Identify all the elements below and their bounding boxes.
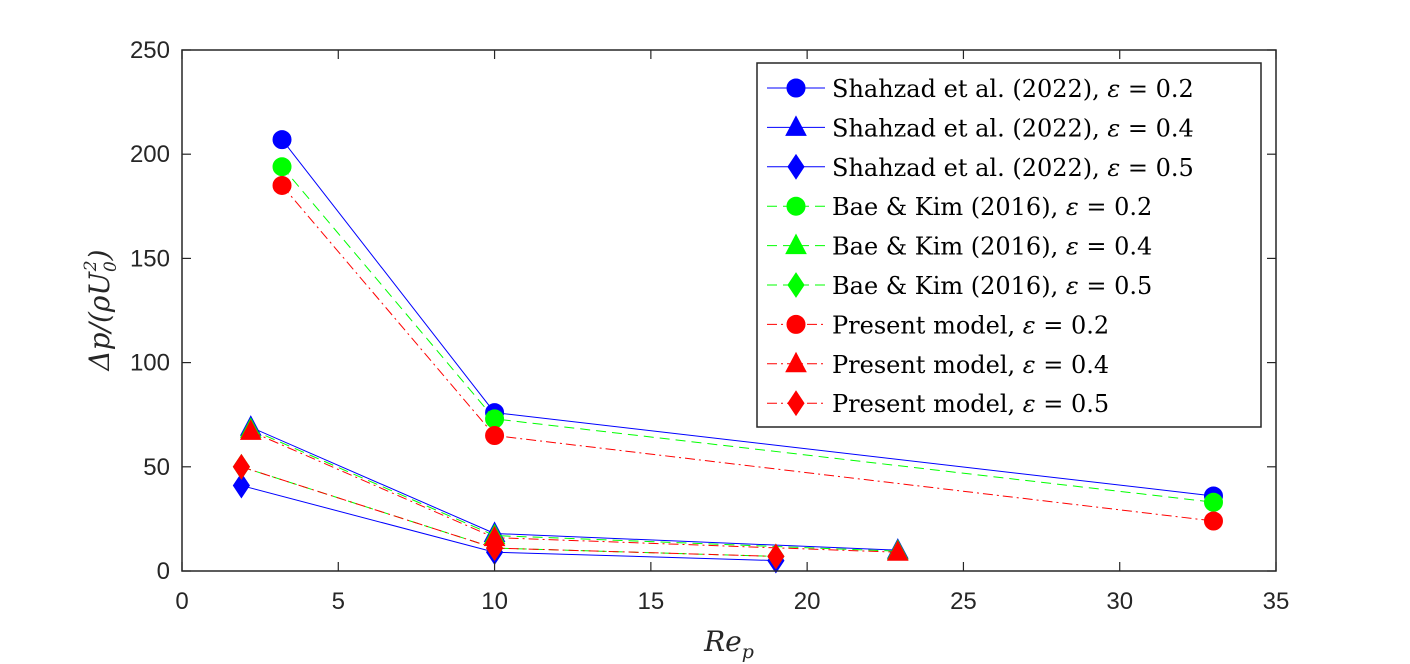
data-point: [272, 175, 292, 195]
x-tick-label: 15: [638, 588, 665, 615]
legend-marker: [785, 351, 807, 373]
series-3: [272, 157, 1223, 512]
legend-eps-value: 0.2: [1156, 75, 1194, 103]
x-tick-label: 5: [332, 588, 345, 615]
ticks-layer: 0 5 10 15 20 25 30 35 0 50 100 150 200 250: [130, 37, 1289, 615]
data-point: [485, 409, 505, 429]
legend-epsilon: ε =: [1023, 390, 1071, 418]
y-tick-label: 50: [143, 454, 170, 481]
y-axis-title-tail: ): [83, 249, 116, 261]
legend-marker: [786, 78, 806, 98]
legend-marker: [787, 272, 805, 298]
legend-label: Present model, ε = 0.2: [832, 311, 1109, 339]
legend-eps-value: 0.5: [1114, 272, 1152, 300]
legend-entry-5: Bae & Kim (2016), ε = 0.5: [767, 272, 1152, 300]
legend-label-text: Bae & Kim (2016),: [832, 233, 1066, 261]
legend-entry-1: Shahzad et al. (2022), ε = 0.4: [767, 114, 1194, 142]
legend-eps-value: 0.5: [1156, 154, 1194, 182]
legend-marker: [785, 233, 807, 255]
y-tick-label: 150: [130, 245, 170, 272]
legend-box: [756, 62, 1262, 428]
x-tick-label: 20: [794, 588, 821, 615]
legend-epsilon: ε =: [1066, 233, 1114, 261]
data-point: [485, 535, 504, 561]
legend-eps-value: 0.4: [1114, 233, 1152, 261]
series-6: [272, 175, 1223, 531]
legend-entry-4: Bae & Kim (2016), ε = 0.4: [767, 233, 1152, 261]
legend-marker: [786, 314, 806, 334]
x-tick-label: 10: [481, 588, 508, 615]
data-point: [886, 540, 909, 561]
y-axis-title-sub: 0: [101, 261, 121, 272]
legend-epsilon: ε =: [1107, 154, 1155, 182]
legend-label: Present model, ε = 0.4: [832, 351, 1109, 379]
x-tick-label: 0: [175, 588, 188, 615]
legend-eps-value: 0.5: [1071, 390, 1109, 418]
data-point: [1203, 492, 1223, 512]
y-axis-title-sup: 2: [81, 260, 101, 272]
legend-label: Bae & Kim (2016), ε = 0.4: [832, 233, 1152, 261]
legend-label-text: Present model,: [832, 351, 1023, 379]
legend-label-text: Shahzad et al. (2022),: [832, 154, 1107, 182]
legend-eps-value: 0.2: [1071, 311, 1109, 339]
legend-label-text: Bae & Kim (2016),: [832, 272, 1066, 300]
legend-epsilon: ε =: [1066, 193, 1114, 221]
data-point: [232, 453, 250, 480]
legend-label: Shahzad et al. (2022), ε = 0.5: [832, 154, 1194, 182]
legend-marker: [786, 196, 806, 216]
legend-marker: [787, 153, 805, 180]
legend-label-text: Shahzad et al. (2022),: [832, 114, 1107, 142]
data-point: [485, 426, 505, 446]
legend-epsilon: ε =: [1107, 75, 1155, 103]
legend-label: Bae & Kim (2016), ε = 0.5: [832, 272, 1152, 300]
legend-entry-2: Shahzad et al. (2022), ε = 0.5: [767, 154, 1194, 182]
x-axis-title: Rep: [703, 625, 754, 663]
y-tick-label: 200: [130, 141, 170, 168]
legend-label: Shahzad et al. (2022), ε = 0.4: [832, 114, 1194, 142]
data-point: [239, 419, 262, 440]
series-8: [232, 453, 785, 570]
legend-label-text: Bae & Kim (2016),: [832, 193, 1066, 221]
legend-marker: [785, 115, 807, 136]
legend-eps-value: 0.4: [1156, 114, 1194, 142]
legend-eps-value: 0.4: [1071, 351, 1109, 379]
legend-entry-6: Present model, ε = 0.2: [767, 311, 1109, 339]
axes-box: [181, 49, 1277, 572]
legend-label-text: Shahzad et al. (2022),: [832, 75, 1107, 103]
x-tick-label: 30: [1106, 588, 1133, 615]
legend-eps-value: 0.2: [1114, 193, 1152, 221]
data-point: [767, 543, 785, 570]
y-tick-label: 100: [130, 350, 170, 377]
data-layer: [232, 130, 1223, 574]
legend-entry-3: Bae & Kim (2016), ε = 0.2: [767, 193, 1152, 221]
legend-label-text: Present model,: [832, 390, 1023, 418]
legend-epsilon: ε =: [1107, 114, 1155, 142]
y-axis-title-head: Δp/(ρU: [83, 271, 116, 372]
x-tick-label: 35: [1263, 588, 1290, 615]
x-tick-label: 25: [950, 588, 977, 615]
data-point: [272, 130, 292, 150]
x-axis-title-main: Re: [703, 625, 742, 658]
data-point: [232, 472, 250, 499]
legend-label: Bae & Kim (2016), ε = 0.2: [832, 193, 1152, 221]
legend-entry-8: Present model, ε = 0.5: [767, 390, 1109, 418]
y-tick-label: 0: [157, 558, 170, 585]
legend-entry-0: Shahzad et al. (2022), ε = 0.2: [767, 75, 1194, 103]
y-axis-title: Δp/(ρU02): [81, 249, 121, 371]
y-tick-label: 250: [130, 37, 170, 64]
legend-label: Shahzad et al. (2022), ε = 0.2: [832, 75, 1194, 103]
legend-epsilon: ε =: [1023, 351, 1071, 379]
legend-marker: [787, 390, 805, 417]
data-point: [1203, 511, 1223, 531]
legend-epsilon: ε =: [1023, 311, 1071, 339]
legend-entry-7: Present model, ε = 0.4: [767, 351, 1109, 379]
data-point: [272, 157, 292, 177]
x-axis-title-sub: p: [742, 641, 754, 663]
legend-epsilon: ε =: [1066, 272, 1114, 300]
legend-label: Present model, ε = 0.5: [832, 390, 1109, 418]
legend-label-text: Present model,: [832, 311, 1023, 339]
